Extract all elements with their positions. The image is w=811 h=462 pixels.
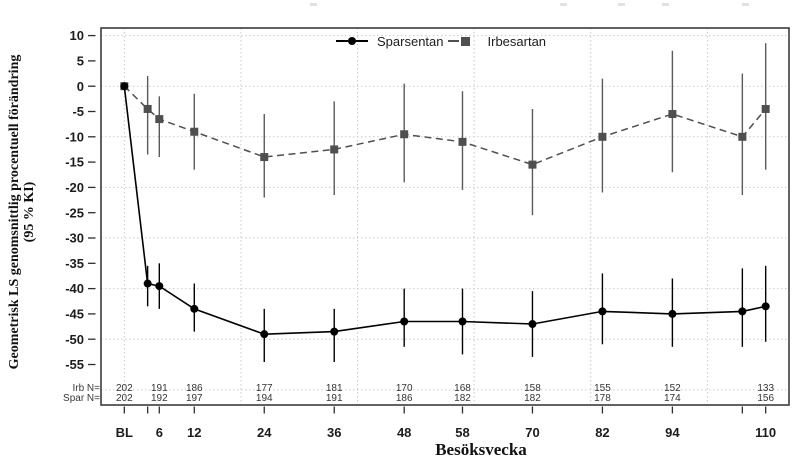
y-axis-title-line1: Geometrisk LS genomsnittlig procentuell … [7,54,22,370]
marker-irbesartan [260,153,269,162]
marker-sparsentan [738,307,747,316]
n-row-label: Irb N= [72,383,100,394]
x-tick-label: 82 [595,425,609,440]
n-value: 194 [256,393,273,404]
top-edge-artifact [742,3,749,6]
n-row-label: Spar N= [63,393,100,404]
series-line-irbesartan [123,85,767,166]
n-value: 155 [594,383,611,394]
n-value: 186 [396,393,413,404]
marker-irbesartan [668,110,677,119]
x-tick-label: 70 [525,425,539,440]
y-tick-label: -40 [65,281,84,296]
marker-sparsentan [400,317,409,326]
y-tick-label: 0 [77,79,84,94]
n-value: 192 [151,393,168,404]
top-edge-artifact [310,3,317,6]
n-value: 202 [116,393,133,404]
marker-sparsentan [528,320,537,329]
marker-irbesartan [738,132,747,141]
plot-frame [100,27,790,406]
marker-irbesartan [598,132,607,141]
marker-sparsentan [190,304,199,313]
marker-sparsentan [143,279,152,288]
n-value: 182 [524,393,541,404]
y-tick-label: -45 [65,307,84,322]
n-value: 186 [186,383,203,394]
n-value: 197 [186,393,203,404]
series-line-sparsentan [123,86,766,336]
y-tick-label: -35 [65,256,84,271]
x-tick-label: BL [116,425,133,440]
n-value: 191 [151,383,168,394]
marker-sparsentan [668,309,677,318]
top-edge-artifact [560,3,567,6]
marker-sparsentan [458,317,467,326]
marker-irbesartan [155,115,164,124]
n-value: 158 [524,383,541,394]
y-tick-label: -15 [65,155,84,170]
marker-irbesartan [761,104,770,113]
marker-sparsentan [598,307,607,316]
marker-irbesartan [190,127,199,136]
legend-item-sparsentan: Sparsentan [336,34,444,49]
top-edge-artifact [662,3,669,6]
x-tick-label: 12 [187,425,201,440]
n-value: 181 [326,383,343,394]
y-tick-label: -20 [65,180,84,195]
n-value: 170 [396,383,413,394]
irbesartan-dash-square-icon [447,36,470,46]
y-tick-label: -25 [65,205,84,220]
y-axis-title-line2: (95 % KI) [22,181,37,243]
y-tick-label: -10 [65,129,84,144]
marker-sparsentan [761,302,770,311]
n-value: 202 [116,383,133,394]
marker-sparsentan [260,330,269,339]
legend-item-irbesartan: Irbesartan [444,33,547,49]
y-tick-label: 5 [77,53,84,68]
n-value: 152 [664,383,681,394]
y-tick-label: -5 [72,104,84,119]
marker-sparsentan [155,282,164,291]
y-tick-label: -50 [65,332,84,347]
n-value: 156 [757,393,774,404]
legend-label-irbesartan: Irbesartan [487,33,547,49]
marker-sparsentan [120,82,129,91]
n-value: 177 [256,383,273,394]
x-tick-label: 6 [156,425,163,440]
n-value: 182 [454,393,471,404]
legend: Sparsentan Irbesartan [336,33,546,49]
y-tick-label: -55 [65,357,84,372]
y-tick-label: -30 [65,231,84,246]
y-axis-title: Geometrisk LS genomsnittlig procentuell … [7,24,37,401]
x-tick-label: 110 [755,425,776,440]
x-tick-label: 24 [257,425,272,440]
x-axis-title: Besöksvecka [435,440,527,459]
n-value: 133 [757,383,774,394]
top-edge-artifact [618,3,625,6]
sparsentan-line-circle-icon [336,37,368,45]
x-tick-label: 94 [665,425,680,440]
legend-label-sparsentan: Sparsentan [377,33,444,49]
marker-irbesartan [528,160,537,169]
marker-irbesartan [330,145,339,154]
marker-sparsentan [330,327,339,336]
x-tick-label: 58 [455,425,469,440]
marker-irbesartan [143,104,152,113]
x-tick-label: 36 [327,425,341,440]
n-value: 191 [326,393,343,404]
x-tick-label: 48 [397,425,411,440]
marker-irbesartan [400,130,409,139]
n-value: 174 [664,393,681,404]
n-value: 168 [454,383,471,394]
marker-irbesartan [458,137,467,146]
y-tick-label: 10 [70,28,84,43]
n-value: 178 [594,393,611,404]
